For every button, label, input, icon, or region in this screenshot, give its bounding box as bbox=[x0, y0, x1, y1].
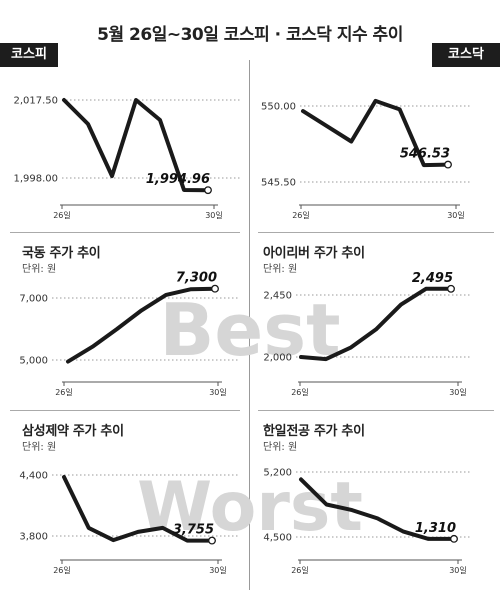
gukdong-x-tick-label: 30일 bbox=[209, 388, 227, 397]
column-divider bbox=[249, 60, 250, 590]
kospi-last-value-label: 1,994.96 bbox=[146, 172, 210, 187]
panel-unit-gukdong: 단위: 원 bbox=[22, 264, 57, 275]
kospi-ytick-label: 2,017.50 bbox=[13, 96, 58, 107]
iriver-last-value-label: 2,495 bbox=[412, 271, 453, 286]
iriver-ytick-label: 2,450 bbox=[263, 291, 292, 302]
samsung-pharm-end-point bbox=[208, 536, 216, 545]
kosdaq-ytick-label: 550.00 bbox=[261, 102, 296, 113]
samsung-pharm-x-tick-label: 30일 bbox=[209, 566, 227, 575]
kosdaq-end-point bbox=[444, 160, 452, 169]
iriver-series-line bbox=[299, 286, 453, 362]
gukdong-series-line bbox=[66, 286, 217, 364]
kospi-end-point bbox=[204, 186, 212, 195]
gukdong-ytick-label: 7,000 bbox=[19, 294, 48, 305]
hanil-x-tick-label: 30일 bbox=[449, 566, 467, 575]
panel-unit-hanil: 단위: 원 bbox=[263, 442, 298, 453]
iriver-x-tick-label: 30일 bbox=[449, 388, 467, 397]
panel-title-samsung-pharm: 삼성제약 주가 추이 bbox=[22, 424, 124, 439]
kospi-ytick-label: 1,998.00 bbox=[13, 174, 58, 185]
kosdaq-x-tick-label: 30일 bbox=[447, 211, 465, 220]
watermark-worst: Worst bbox=[137, 468, 363, 547]
kospi-series-line bbox=[62, 98, 210, 193]
row-divider-1 bbox=[10, 232, 240, 233]
hanil-end-point bbox=[450, 534, 458, 543]
kosdaq-ytick-label: 545.50 bbox=[261, 178, 296, 189]
panel-title-hanil: 한일전공 주가 추이 bbox=[263, 424, 365, 439]
row-divider-2-right bbox=[258, 410, 494, 411]
gukdong-x-tick-label: 26일 bbox=[55, 388, 73, 397]
kosdaq-tag: 코스닥 bbox=[432, 43, 500, 67]
samsung-pharm-ytick-label: 3,800 bbox=[19, 532, 48, 543]
kospi-x-tick-label: 26일 bbox=[53, 211, 71, 220]
panel-unit-iriver: 단위: 원 bbox=[263, 264, 298, 275]
samsung-pharm-series-line bbox=[62, 475, 214, 543]
gukdong-last-value-label: 7,300 bbox=[176, 271, 217, 286]
samsung-pharm-ytick-label: 4,400 bbox=[19, 471, 48, 482]
hanil-last-value-label: 1,310 bbox=[415, 521, 456, 536]
hanil-series-line bbox=[299, 477, 456, 541]
kospi-x-tick-label: 30일 bbox=[205, 211, 223, 220]
iriver-end-point bbox=[447, 284, 455, 293]
hanil-ytick-label: 4,500 bbox=[263, 533, 292, 544]
kosdaq-series-line bbox=[301, 98, 450, 168]
kosdaq-x-tick-label: 26일 bbox=[292, 211, 310, 220]
panel-title-iriver: 아이리버 주가 추이 bbox=[263, 246, 365, 261]
gukdong-end-point bbox=[211, 284, 219, 293]
main-title: 5월 26일~30일 코스피 · 코스닥 지수 추이 bbox=[97, 25, 403, 45]
hanil-x-tick-label: 26일 bbox=[291, 566, 309, 575]
gukdong-ytick-label: 5,000 bbox=[19, 356, 48, 367]
iriver-x-tick-label: 26일 bbox=[291, 388, 309, 397]
iriver-ytick-label: 2,000 bbox=[263, 353, 292, 364]
kosdaq-last-value-label: 546.53 bbox=[400, 147, 450, 162]
kospi-tag: 코스피 bbox=[0, 43, 58, 67]
panel-unit-samsung-pharm: 단위: 원 bbox=[22, 442, 57, 453]
samsung-pharm-last-value-label: 3,755 bbox=[173, 523, 214, 538]
panel-title-gukdong: 국동 주가 추이 bbox=[22, 246, 101, 261]
row-divider-2 bbox=[10, 410, 240, 411]
samsung-pharm-x-tick-label: 26일 bbox=[53, 566, 71, 575]
row-divider-1-right bbox=[258, 232, 494, 233]
hanil-ytick-label: 5,200 bbox=[263, 468, 292, 479]
